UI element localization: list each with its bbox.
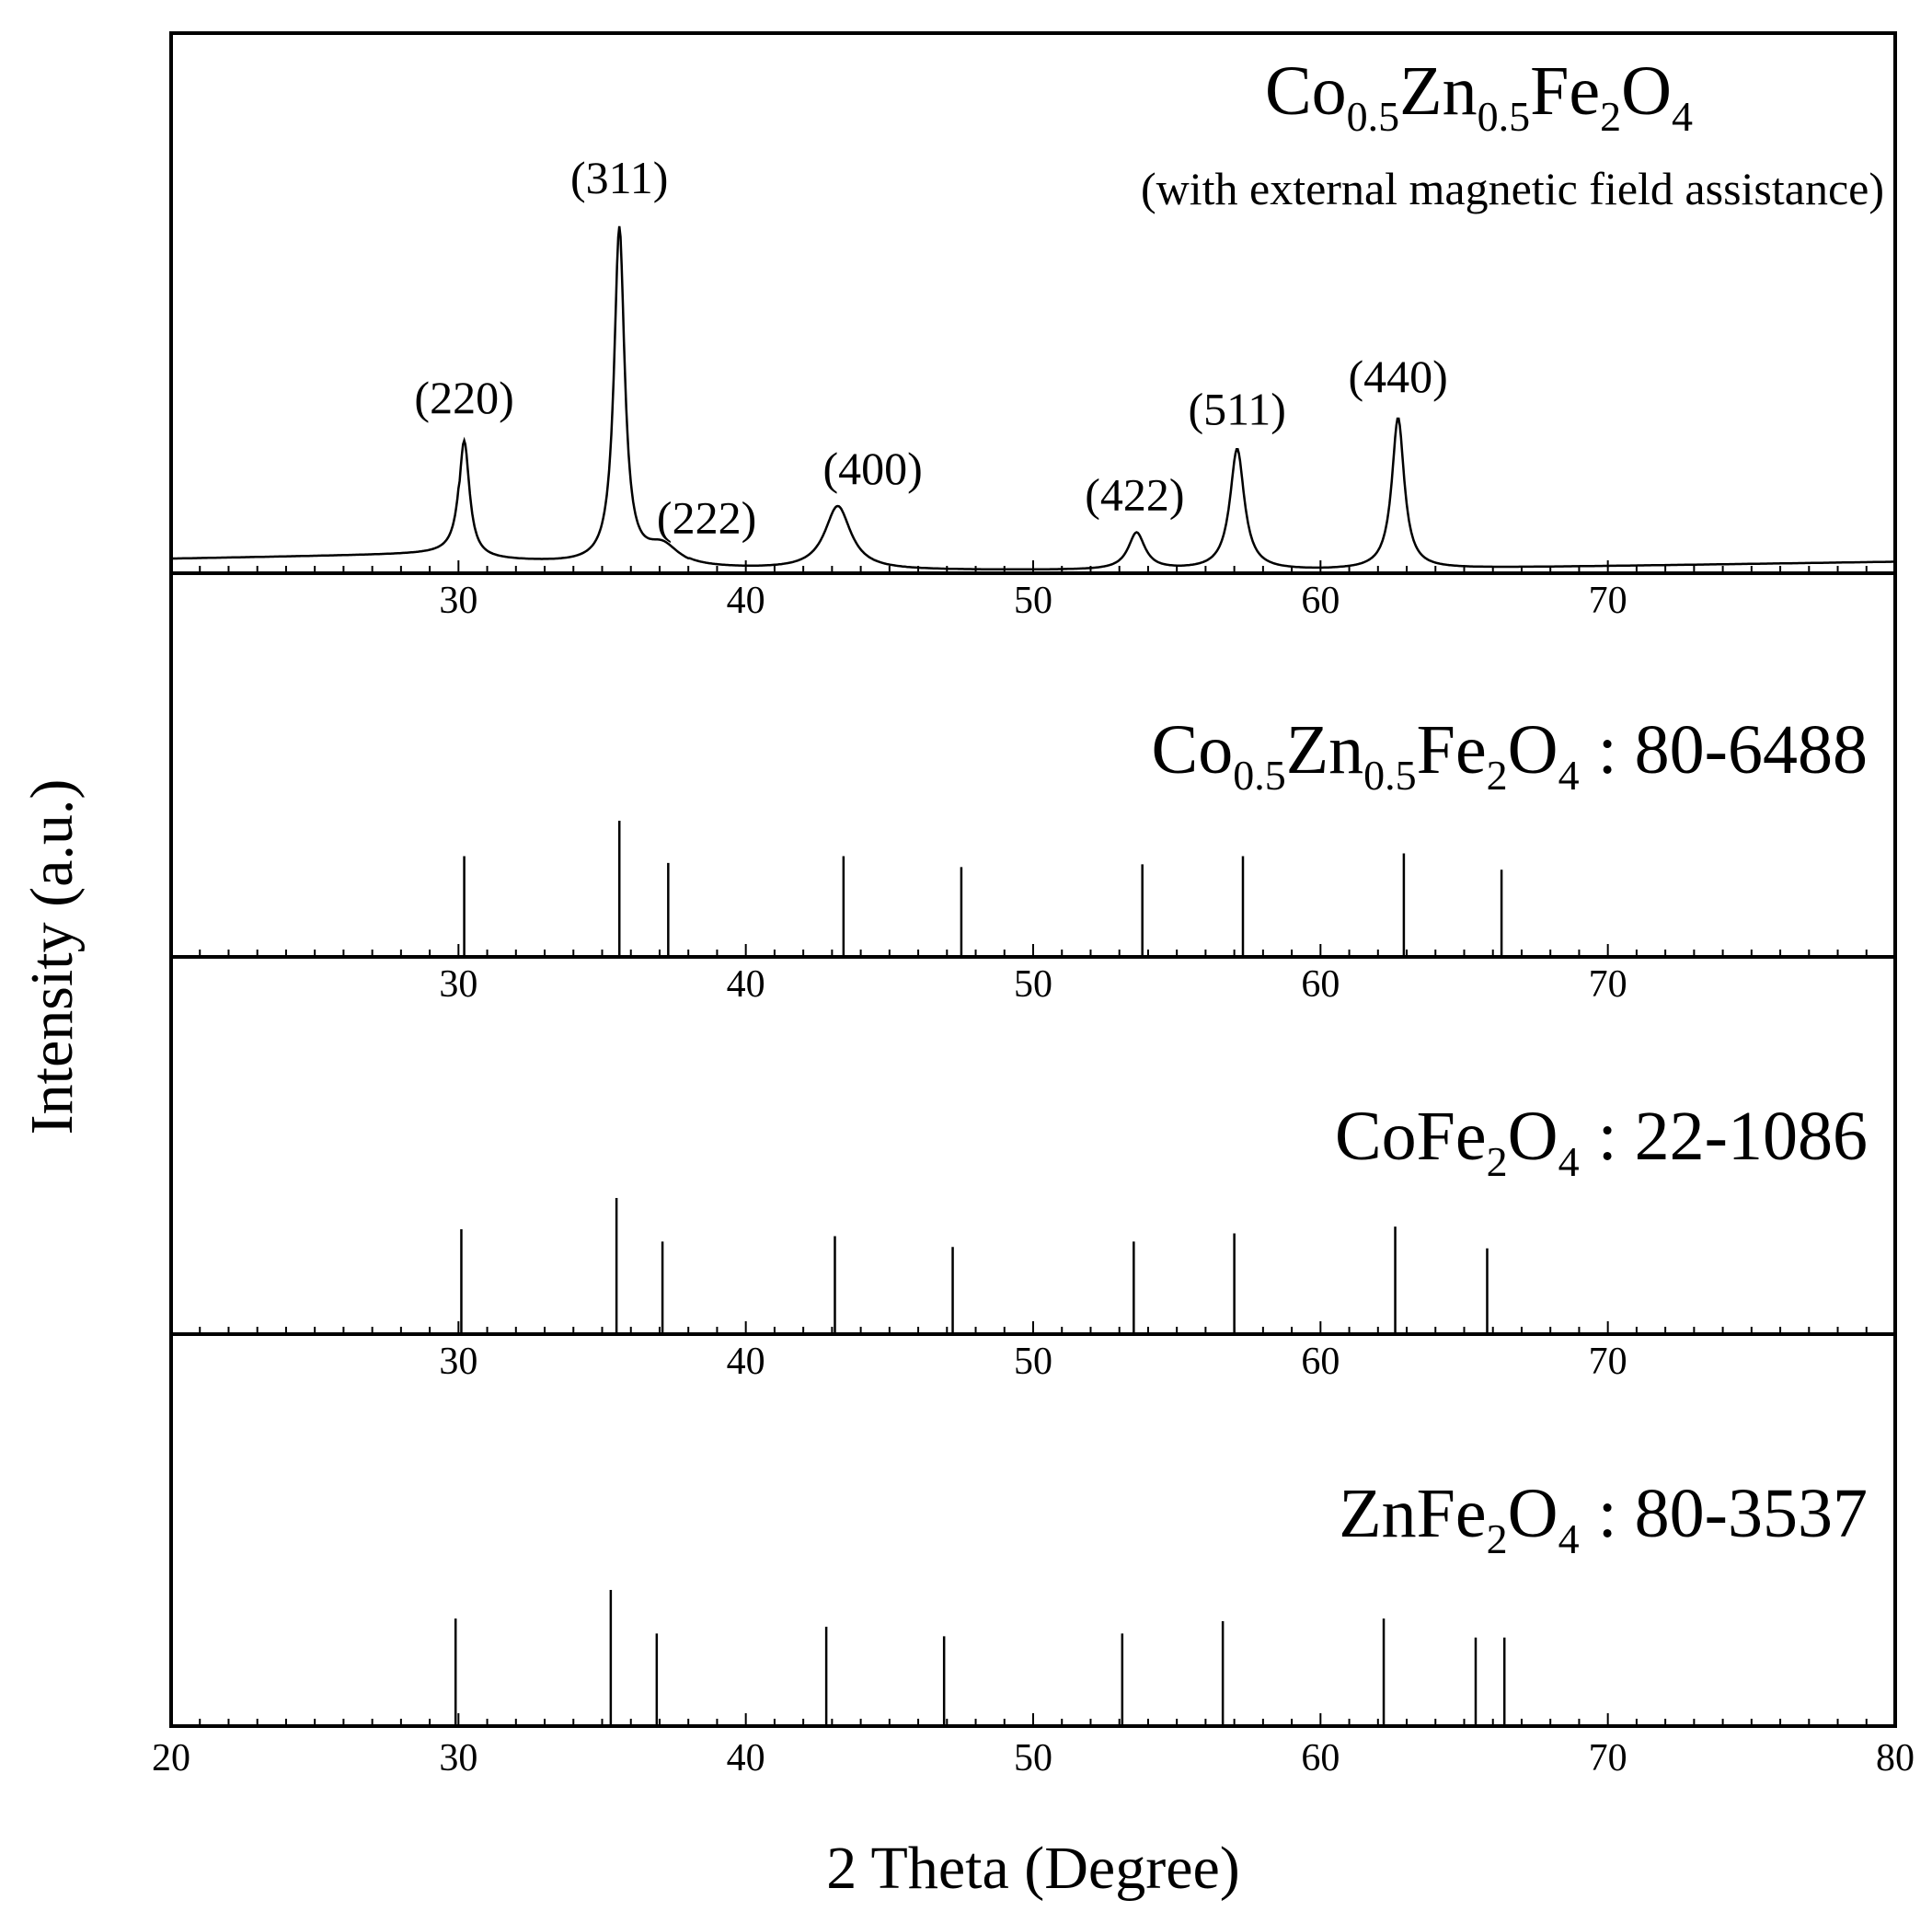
peak-labels: (220) (311) (222) (400) (422)(511) (440) <box>414 152 1447 543</box>
xrd-pattern-line <box>171 225 1895 571</box>
peak-label: (311) <box>570 152 668 203</box>
plot-frame <box>169 31 1897 1728</box>
inner-tick-label: 50 <box>1014 1341 1052 1383</box>
inner-tick-label: 40 <box>727 1341 765 1383</box>
peak-label: (220) <box>414 372 513 423</box>
x-tick-label: 20 <box>152 1737 190 1779</box>
panel3-title: CoFe2O4: 22-1086 <box>1335 1098 1868 1185</box>
x-axis-title: 2 Theta (Degree) <box>826 1835 1240 1902</box>
inner-tick-label: 60 <box>1301 1341 1340 1383</box>
inner-tick-label: 30 <box>439 963 477 1006</box>
panel1-subtitle: (with external magnetic field assistance… <box>1141 163 1884 214</box>
panel2-title: Co0.5Zn0.5Fe2O4: 80-6488 <box>1152 711 1868 799</box>
inner-tick-label: 60 <box>1301 580 1340 622</box>
x-tick-label: 70 <box>1589 1737 1627 1779</box>
panel1-title: Co0.5Zn0.5Fe2O4 <box>1265 52 1693 140</box>
inner-tick-label: 40 <box>727 580 765 622</box>
x-tick-label: 30 <box>439 1737 477 1779</box>
peak-label: (511) <box>1189 384 1286 435</box>
tick-marks <box>170 560 1896 1726</box>
inner-tick-label: 50 <box>1014 963 1052 1006</box>
x-tick-label: 40 <box>727 1737 765 1779</box>
peak-label: (400) <box>822 443 922 494</box>
peak-label: (222) <box>657 491 756 543</box>
tick-labels: 30 40 50 60 70 30 40 50 60 70 30 40 50 60 70 20 30 40 50 60… <box>152 580 1915 1779</box>
y-axis-title: Intensity (a.u.) <box>18 779 86 1135</box>
x-tick-label: 60 <box>1301 1737 1340 1779</box>
peak-label: (422) <box>1085 469 1184 521</box>
inner-tick-label: 70 <box>1589 580 1627 622</box>
x-tick-label: 80 <box>1876 1737 1915 1779</box>
inner-tick-label: 50 <box>1014 580 1052 622</box>
inner-tick-label: 40 <box>727 963 765 1006</box>
reference-lines <box>454 821 1506 1726</box>
inner-tick-label: 70 <box>1589 1341 1627 1383</box>
inner-tick-label: 30 <box>439 1341 477 1383</box>
inner-tick-label: 30 <box>439 580 477 622</box>
x-tick-label: 50 <box>1014 1737 1052 1779</box>
panel4-title: ZnFe2O4: 80-3537 <box>1339 1475 1868 1562</box>
peak-label: (440) <box>1349 351 1448 402</box>
inner-tick-label: 70 <box>1589 963 1627 1006</box>
inner-tick-label: 60 <box>1301 963 1340 1006</box>
